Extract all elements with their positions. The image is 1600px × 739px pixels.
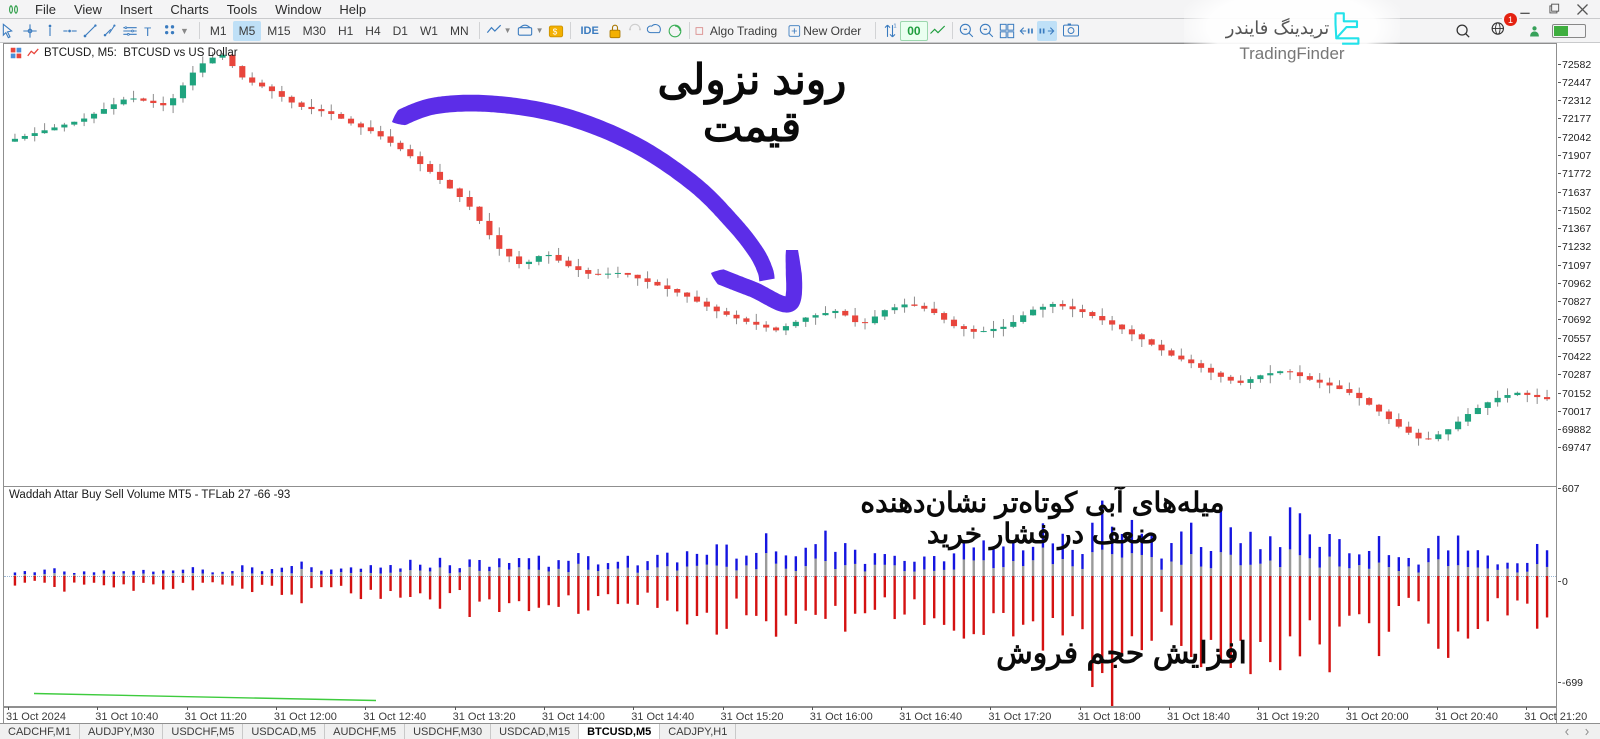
svg-text:1: 1 <box>894 23 897 29</box>
svg-text:$: $ <box>552 26 557 36</box>
svg-text:T: T <box>144 26 151 39</box>
